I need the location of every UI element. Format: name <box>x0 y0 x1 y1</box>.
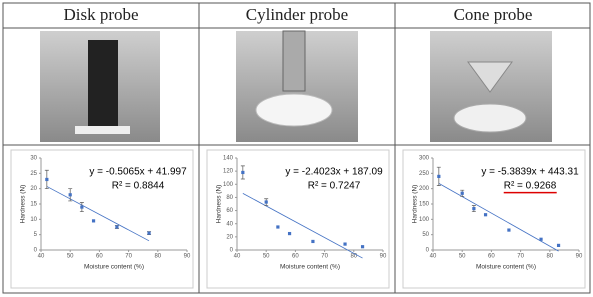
point <box>264 200 268 204</box>
y-tick-label: 140 <box>223 156 234 162</box>
x-tick-label: 60 <box>292 254 299 260</box>
y-tick-label: 40 <box>226 221 233 227</box>
point <box>483 213 488 217</box>
point <box>460 191 464 195</box>
r-squared: R² = 0.8844 <box>112 181 165 192</box>
sample-dish <box>255 93 333 127</box>
r-squared: R² = 0.7247 <box>308 181 361 192</box>
x-tick-label: 90 <box>380 254 387 260</box>
y-tick-label: 15 <box>30 202 37 208</box>
trend-equation: y = -0.5065x + 41.997 <box>89 167 187 178</box>
point <box>507 228 511 232</box>
point <box>556 243 561 247</box>
probe-cone <box>467 61 513 93</box>
y-tick-label: 0 <box>34 248 38 254</box>
point <box>115 225 119 229</box>
y-tick-label: 0 <box>230 248 234 254</box>
x-tick-label: 80 <box>546 254 553 260</box>
x-tick-label: 90 <box>184 254 191 260</box>
x-tick-label: 80 <box>350 254 357 260</box>
x-tick-label: 90 <box>576 254 583 260</box>
x-tick-label: 70 <box>125 254 132 260</box>
trend-line <box>242 193 363 259</box>
point <box>45 177 49 182</box>
trend-equation: y = -2.4023x + 187.09 <box>285 167 383 178</box>
y-tick-label: 100 <box>419 217 430 223</box>
y-tick-label: 20 <box>226 234 233 240</box>
point <box>343 242 347 246</box>
y-tick-label: 300 <box>419 156 430 162</box>
x-tick-label: 40 <box>234 254 241 260</box>
point <box>241 170 245 175</box>
x-tick-label: 40 <box>38 254 45 260</box>
point <box>311 239 315 244</box>
point <box>287 231 292 236</box>
y-tick-label: 50 <box>422 232 429 238</box>
y-axis-label: Hardness (N) <box>412 185 419 224</box>
y-tick-label: 20 <box>30 186 37 192</box>
x-tick-label: 80 <box>154 254 161 260</box>
point <box>437 174 441 178</box>
x-tick-label: 60 <box>96 254 103 260</box>
x-tick-label: 60 <box>488 254 495 260</box>
y-tick-label: 5 <box>34 232 38 238</box>
y-tick-label: 30 <box>30 156 37 162</box>
x-axis-label: Moisture content (%) <box>84 264 144 271</box>
point <box>68 193 72 197</box>
x-tick-label: 50 <box>263 254 270 260</box>
point <box>472 207 476 211</box>
chart-frame <box>206 149 390 289</box>
x-axis-label: Moisture content (%) <box>280 264 340 271</box>
trend-equation: y = -5.3839x + 443.31 <box>481 167 579 178</box>
y-tick-label: 250 <box>419 171 430 177</box>
trend-line <box>46 186 150 242</box>
y-tick-label: 10 <box>30 217 37 223</box>
chart-frame <box>10 149 194 289</box>
probe-cylinder <box>282 30 306 92</box>
point <box>80 205 84 209</box>
y-tick-label: 25 <box>30 171 37 177</box>
x-axis-label: Moisture content (%) <box>476 264 536 271</box>
y-tick-label: 200 <box>419 186 430 192</box>
y-axis-label: Hardness (N) <box>216 185 223 224</box>
photos <box>40 30 552 142</box>
x-tick-label: 70 <box>321 254 328 260</box>
x-tick-label: 40 <box>430 254 437 260</box>
point <box>91 219 96 223</box>
x-tick-label: 50 <box>67 254 74 260</box>
point <box>539 237 543 241</box>
sample-dish <box>453 103 527 133</box>
y-tick-label: 0 <box>426 248 430 254</box>
column-header: Cylinder probe <box>246 5 348 24</box>
y-tick-label: 150 <box>419 202 430 208</box>
y-tick-label: 60 <box>226 208 233 214</box>
table-grid <box>2 2 591 294</box>
y-tick-label: 120 <box>223 169 234 175</box>
y-tick-label: 80 <box>226 195 233 201</box>
column-header: Disk probe <box>63 5 138 24</box>
x-tick-label: 70 <box>517 254 524 260</box>
point <box>360 245 365 249</box>
x-tick-label: 50 <box>459 254 466 260</box>
probe-bellows <box>88 40 118 130</box>
trend-line <box>438 183 559 252</box>
point <box>276 225 280 229</box>
r-squared: R² = 0.9268 <box>504 181 557 192</box>
column-header: Cone probe <box>454 5 533 24</box>
y-axis-label: Hardness (N) <box>20 185 27 224</box>
chart-frame <box>402 149 586 289</box>
y-tick-label: 100 <box>223 182 234 188</box>
samples <box>75 126 130 134</box>
point <box>147 231 151 235</box>
